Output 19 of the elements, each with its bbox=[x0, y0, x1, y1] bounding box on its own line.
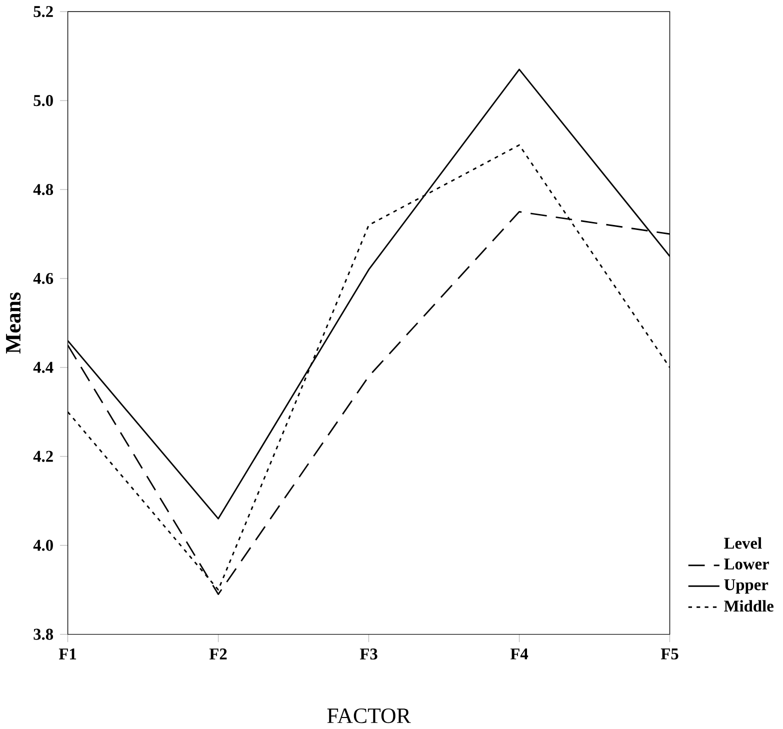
x-tick-label: F4 bbox=[510, 648, 528, 660]
y-tick-label: 4.2 bbox=[33, 450, 53, 462]
y-tick-label: 5.0 bbox=[34, 94, 53, 106]
y-tick-label: 4.6 bbox=[33, 272, 54, 284]
legend-label: Upper bbox=[724, 579, 768, 594]
legend-title: Level bbox=[724, 537, 762, 549]
y-tick-label: 4.8 bbox=[33, 184, 54, 195]
x-tick-label: F2 bbox=[209, 648, 227, 660]
x-tick-label: F3 bbox=[360, 648, 378, 660]
x-axis-title: FACTOR bbox=[327, 708, 411, 724]
y-tick-label: 4.0 bbox=[33, 540, 53, 551]
y-axis-title: Means bbox=[6, 292, 21, 354]
x-tick-label: F5 bbox=[660, 648, 678, 660]
x-tick-label: F1 bbox=[58, 648, 76, 660]
legend-label: Middle bbox=[724, 600, 774, 612]
y-tick-label: 4.4 bbox=[33, 362, 54, 373]
y-tick-label: 3.8 bbox=[34, 628, 54, 640]
y-tick-label: 5.2 bbox=[34, 6, 53, 18]
legend-label: Lower bbox=[724, 558, 769, 570]
